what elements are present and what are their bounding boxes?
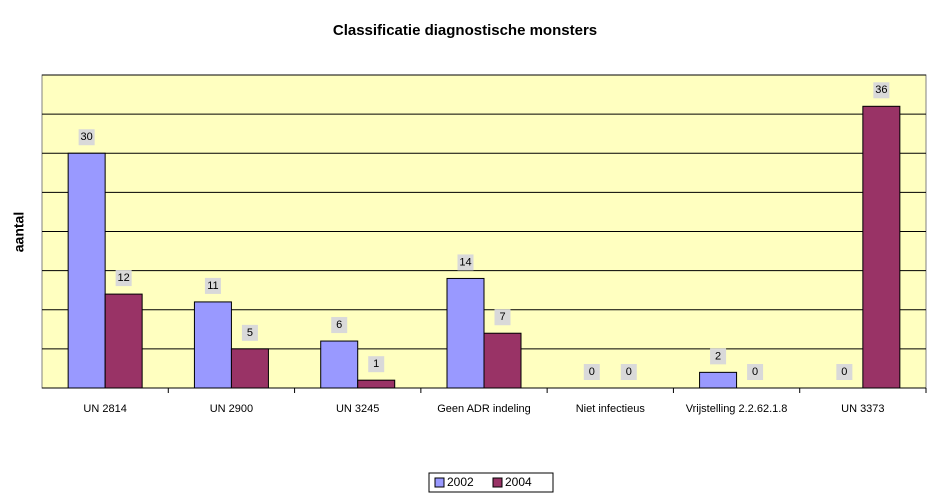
x-tick-label: UN 3373 [841,403,885,415]
data-label: 14 [459,256,471,268]
bar [483,332,522,389]
legend-box [428,472,554,493]
data-label: 12 [118,272,130,284]
data-label-box [204,277,221,294]
data-label-box [583,364,600,380]
data-label: 6 [336,319,342,331]
bar [67,152,106,389]
data-label: 0 [626,366,632,378]
data-label: 11 [207,280,218,292]
data-label-box [241,324,258,341]
legend-swatch [434,477,445,488]
data-label: 0 [589,366,595,378]
data-label: 30 [81,131,93,143]
data-label-box [747,364,764,380]
data-label: 0 [841,366,847,378]
data-label-box [620,364,637,380]
x-tick-label: UN 3245 [335,403,380,415]
data-label-box [873,82,890,99]
data-label: 36 [875,84,887,96]
bar [862,105,901,389]
data-label-box [78,129,95,146]
bar [446,277,485,389]
data-label-box [494,309,511,326]
x-tick-label: Vrijstelling 2.2.62.1.8 [685,403,788,415]
data-label: 7 [499,311,505,323]
data-label: 1 [373,358,379,370]
data-label: 0 [752,366,758,378]
bar [230,348,269,389]
x-tick-label: UN 2900 [209,403,254,415]
bar [104,293,143,389]
x-tick-label: Niet infectieus [575,403,645,415]
chart-title: Classificatie diagnostische monsters [333,22,597,39]
x-tick-label: UN 2814 [83,403,127,415]
data-label-box [710,348,727,365]
y-axis-label: aantal [11,212,27,252]
data-label-box [457,254,474,271]
bar [699,371,738,389]
legend-swatch [492,477,503,488]
data-label-box [368,356,385,373]
legend-label: 2002 [447,475,474,489]
bar [357,379,396,389]
data-label-box [331,317,348,334]
legend-label: 2004 [505,475,532,489]
x-tick-label: Geen ADR indeling [437,403,531,415]
data-label-box [836,364,853,380]
bar [320,340,359,389]
data-label: 2 [715,350,721,362]
data-label-box [115,270,132,287]
bar [193,301,232,389]
data-label: 5 [247,327,253,339]
